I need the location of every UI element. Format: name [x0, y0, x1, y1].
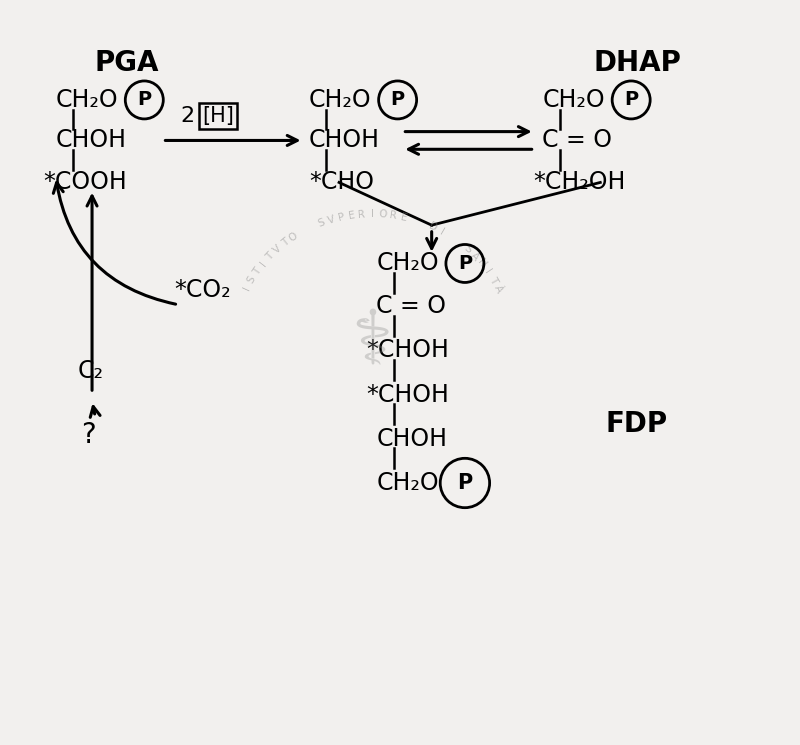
Text: T: T: [264, 250, 276, 262]
Text: R: R: [389, 210, 398, 221]
Text: P: P: [458, 254, 472, 273]
Text: *COOH: *COOH: [44, 171, 127, 194]
Text: T: T: [487, 275, 499, 285]
Text: I: I: [438, 226, 446, 237]
Text: P: P: [138, 90, 151, 110]
Text: PGA: PGA: [94, 49, 159, 77]
Text: V: V: [326, 214, 336, 226]
Text: CHOH: CHOH: [56, 128, 126, 153]
Text: [H]: [H]: [202, 106, 234, 126]
Text: CH₂O: CH₂O: [309, 88, 371, 112]
Text: C = O: C = O: [376, 294, 446, 318]
Text: A: A: [469, 250, 481, 262]
Text: CH₂O: CH₂O: [542, 88, 605, 112]
Text: S: S: [316, 218, 326, 229]
Text: E: E: [399, 212, 408, 223]
Text: P: P: [458, 473, 473, 493]
Text: O: O: [378, 209, 387, 220]
Text: S: S: [246, 275, 258, 285]
Text: ⚕: ⚕: [352, 306, 393, 380]
Text: I: I: [242, 285, 252, 292]
Text: 2: 2: [180, 106, 194, 126]
Text: *CHO: *CHO: [309, 171, 374, 194]
Text: P: P: [390, 90, 405, 110]
Text: CHOH: CHOH: [376, 427, 447, 451]
Text: C = O: C = O: [542, 128, 613, 153]
Text: C₂: C₂: [78, 359, 104, 383]
Text: P: P: [624, 90, 638, 110]
Text: S: S: [462, 244, 474, 256]
Text: P: P: [337, 212, 346, 223]
Text: DHAP: DHAP: [594, 49, 682, 77]
Text: D: D: [427, 221, 439, 233]
Text: *CH₂OH: *CH₂OH: [533, 171, 626, 194]
Text: CH₂O: CH₂O: [376, 252, 439, 276]
Text: R: R: [358, 209, 366, 220]
Text: *CO₂: *CO₂: [174, 278, 231, 302]
Text: *CHOH: *CHOH: [366, 338, 450, 362]
Text: FDP: FDP: [606, 410, 668, 438]
Text: N: N: [475, 258, 488, 270]
Text: À: À: [492, 283, 504, 294]
Text: T: T: [279, 237, 290, 249]
Text: CH₂O: CH₂O: [376, 471, 439, 495]
Text: V: V: [271, 243, 283, 256]
Text: O: O: [287, 230, 300, 244]
Text: I: I: [482, 267, 493, 276]
Text: I: I: [258, 259, 268, 268]
Text: ?: ?: [81, 421, 96, 449]
Text: I: I: [370, 209, 374, 219]
Text: T: T: [251, 266, 263, 277]
Text: CHOH: CHOH: [309, 128, 380, 153]
Text: CH₂O: CH₂O: [56, 88, 118, 112]
Text: *CHOH: *CHOH: [366, 383, 450, 407]
Text: E: E: [347, 210, 355, 221]
